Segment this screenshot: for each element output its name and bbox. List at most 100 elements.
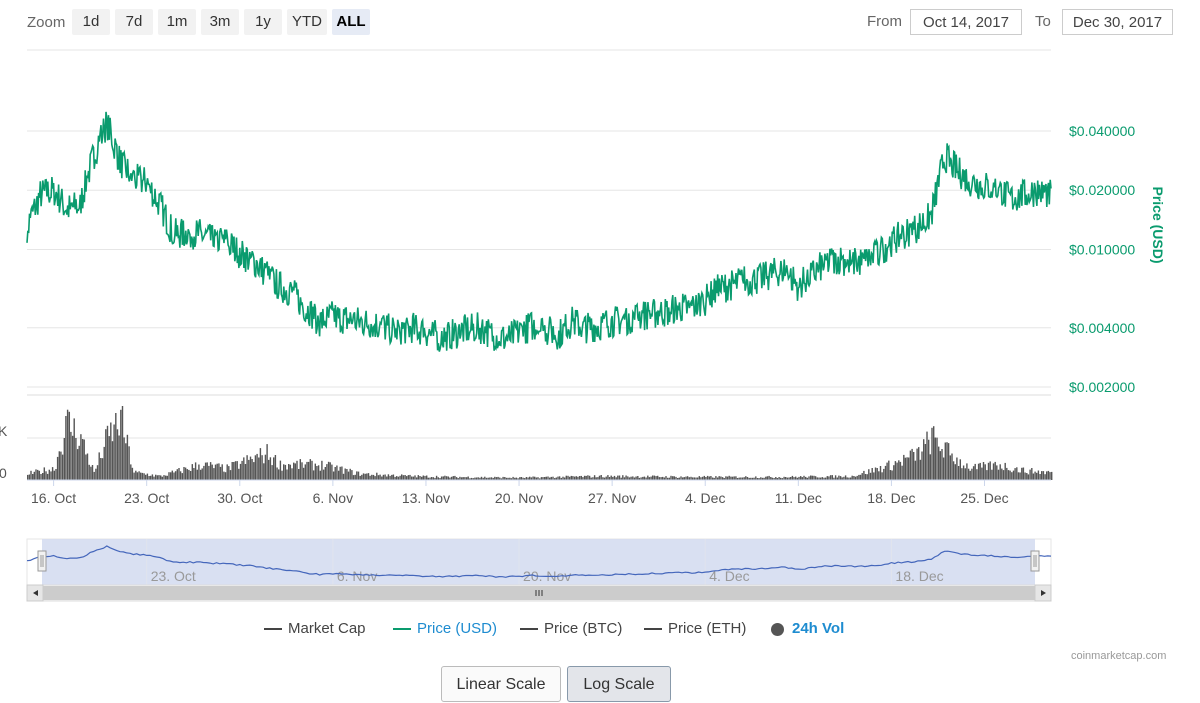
volume-bar [163,475,165,480]
volume-bar [46,473,49,480]
volume-bar [346,469,348,480]
volume-bar [170,472,172,480]
zoom-ytd-button[interactable]: YTD [287,9,327,35]
volume-bar [66,409,69,480]
volume-bar [440,476,443,480]
zoom-1d-button[interactable]: 1d [72,9,110,35]
volume-bar [417,475,420,480]
volume-bar [83,439,85,480]
legend-price-eth[interactable]: Price (ETH) [644,620,746,637]
volume-bar [238,468,240,480]
price-axis-title: Price (USD) [1150,186,1166,263]
volume-bar [628,477,631,480]
volume-bar [617,475,619,480]
linear-scale-button[interactable]: Linear Scale [441,666,561,702]
volume-bar [976,469,978,480]
volume-bar [151,474,154,480]
volume-bar [336,465,338,480]
volume-bar [148,476,150,480]
legend-market-cap[interactable]: Market Cap [264,620,366,637]
volume-bar [705,477,707,480]
volume-bar [278,469,280,480]
volume-bar [341,466,343,480]
volume-bar [1024,472,1026,480]
volume-bar [382,474,385,480]
volume-bar [298,469,300,480]
volume-bar [397,476,400,480]
navigator[interactable]: 23. Oct 6. Nov 20. Nov 4. Dec 18. Dec [26,538,1052,586]
volume-bar [419,476,421,480]
volume-bar [632,476,634,480]
legend-label: Market Cap [288,620,366,637]
legend-line-icon [520,628,538,631]
volume-bar [371,474,373,480]
volume-bar [445,476,448,480]
volume-bar [828,476,830,480]
volume-bar [643,476,646,480]
volume-bar [796,477,799,480]
volume-bar [567,475,569,480]
volume-bar [593,475,596,480]
volume-bar [1034,471,1036,480]
volume-bar [76,449,79,480]
volume-bar [376,472,378,480]
scrollbar[interactable] [26,584,1052,602]
navigator-selection[interactable] [42,539,1035,585]
volume-bar [85,454,87,480]
volume-bar [266,444,268,480]
volume-bar [677,478,679,480]
volume-bar [302,467,305,480]
chart-credits[interactable]: coinmarketcap.com [1071,650,1167,662]
range-from-input[interactable]: Oct 14, 2017 [910,9,1022,35]
volume-bar [1019,472,1021,480]
volume-bar [790,477,792,480]
zoom-3m-button[interactable]: 3m [201,9,239,35]
zoom-7d-button[interactable]: 7d [115,9,153,35]
volume-series [27,406,1053,481]
volume-bar [843,476,845,480]
log-scale-button[interactable]: Log Scale [567,666,671,702]
volume-bar [131,467,134,480]
zoom-1m-button[interactable]: 1m [158,9,196,35]
range-to-input[interactable]: Dec 30, 2017 [1062,9,1173,35]
volume-bar [1012,470,1015,480]
price-axis: $0.040000 $0.020000 $0.010000 $0.004000 $0.0… [1069,123,1135,395]
volume-bar [613,475,616,480]
legend-price-btc[interactable]: Price (BTC) [520,620,622,637]
volume-bar [720,476,722,480]
volume-bar [803,475,805,480]
zoom-1y-button[interactable]: 1y [244,9,282,35]
volume-bar [673,476,676,480]
volume-bar [597,477,599,480]
legend-price-usd[interactable]: Price (USD) [393,620,497,637]
volume-bar [58,451,61,480]
volume-bar [999,464,1001,480]
volume-bar [590,477,592,480]
volume-bar [625,475,627,480]
volume-bar [173,472,175,480]
volume-bar [923,439,925,480]
navigator-right-handle[interactable] [1030,550,1040,572]
volume-bar [658,477,661,480]
volume-bar [967,468,970,480]
legend-24h-vol[interactable]: 24h Vol [771,620,844,637]
volume-bar [145,474,147,480]
volume-bar [203,465,205,480]
volume-bar [316,466,318,480]
volume-bar [179,471,182,480]
volume-bar [929,454,932,480]
volume-bar [785,477,787,480]
volume-bar [484,476,486,480]
volume-bar [284,464,287,480]
volume-bar [758,478,760,480]
volume-bar [279,460,282,480]
volume-bar [869,472,872,480]
navigator-left-handle[interactable] [37,550,47,572]
volume-bar [510,478,513,480]
volume-bar [853,476,855,480]
zoom-all-button[interactable]: ALL [332,9,370,35]
volume-bar [424,475,426,480]
volume-bar [264,454,267,480]
volume-bar [462,477,464,480]
volume-bar [155,474,157,480]
